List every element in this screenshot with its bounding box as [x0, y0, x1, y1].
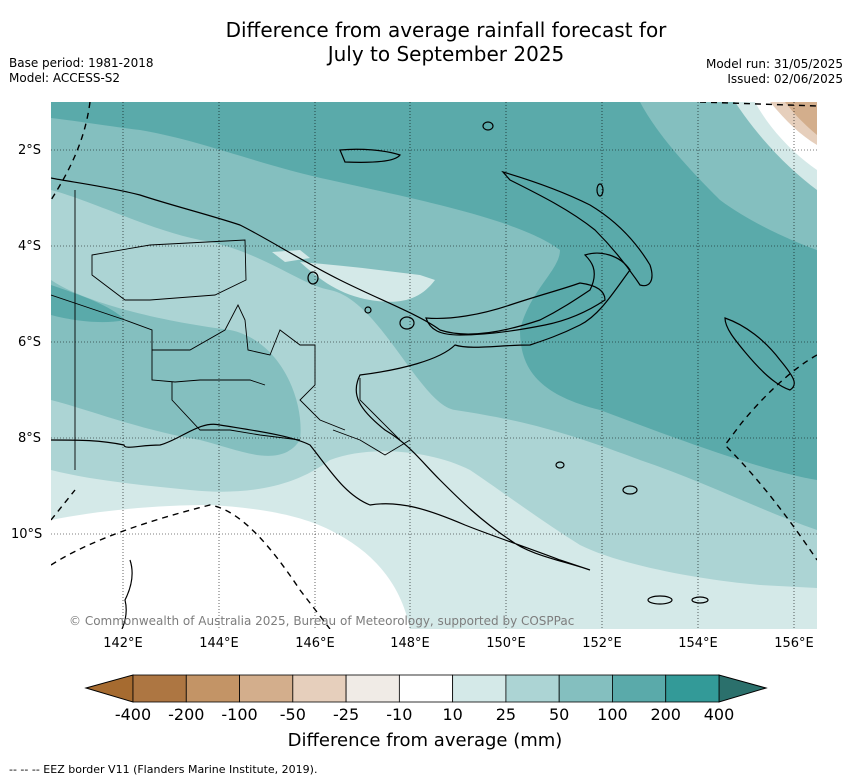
rainfall-anomaly-map	[51, 102, 817, 629]
title-line-2: July to September 2025	[327, 42, 565, 66]
colorbar-tick-label: -400	[114, 705, 152, 724]
colorbar-swatch	[239, 674, 294, 703]
coastlines	[51, 121, 795, 629]
lon-tick-label: 142°E	[103, 636, 143, 651]
colorbar-tick-label: -50	[279, 705, 306, 724]
lat-tick-label: 10°S	[11, 527, 43, 542]
meta-left: Base period: 1981-2018 Model: ACCESS-S2	[9, 56, 154, 86]
band-neutral	[51, 505, 410, 629]
lon-tick-label: 148°E	[390, 636, 430, 651]
band-100-200-west	[51, 285, 125, 323]
colorbar-tick-label: 25	[495, 705, 517, 724]
lon-tick-label: 144°E	[199, 636, 239, 651]
colorbar	[84, 674, 768, 703]
eez-border	[51, 102, 817, 629]
colorbar-swatch	[185, 674, 240, 703]
colorbar-label: Difference from average (mm)	[287, 730, 563, 751]
lon-tick-label: 156°E	[774, 636, 814, 651]
colorbar-tick-label: 100	[597, 705, 628, 724]
band-10-25-interior	[300, 262, 435, 302]
issued-date: Issued: 02/06/2025	[727, 72, 843, 86]
colorbar-swatch	[132, 674, 187, 703]
colorbar-high-arrow	[718, 674, 768, 703]
borders	[51, 190, 411, 470]
colorbar-swatch	[665, 674, 720, 703]
band-corner-4	[785, 102, 817, 135]
colorbar-tick-label: -25	[333, 705, 360, 724]
colorbar-swatch	[505, 674, 560, 703]
colorbar-tick-label: -200	[168, 705, 205, 724]
lon-tick-label: 146°E	[295, 636, 335, 651]
eez-note: -- -- -- EEZ border V11 (Flanders Marine…	[9, 763, 318, 776]
lon-tick-label: 152°E	[582, 636, 622, 651]
colorbar-swatch	[452, 674, 507, 703]
colorbar-boxes	[132, 674, 720, 703]
lon-tick-label: 154°E	[678, 636, 718, 651]
colorbar-swatch	[292, 674, 347, 703]
colorbar-tick-label: 10	[442, 705, 463, 724]
band-50-100-west	[51, 280, 301, 456]
graticule	[51, 102, 817, 629]
lat-tick-label: 2°S	[18, 143, 42, 158]
lat-tick-label: 8°S	[18, 431, 42, 446]
base-period: Base period: 1981-2018	[9, 56, 154, 70]
chart-title: Difference from average rainfall forecas…	[0, 18, 850, 66]
lat-tick-label: 6°S	[18, 335, 42, 350]
colorbar-swatch	[612, 674, 667, 703]
colorbar-tick-label: -10	[386, 705, 413, 724]
colorbar-tick-label: 400	[703, 705, 735, 724]
model-name: Model: ACCESS-S2	[9, 71, 121, 85]
colorbar-tick-label: -100	[221, 705, 258, 724]
meta-right: Model run: 31/05/2025 Issued: 02/06/2025	[706, 57, 843, 87]
model-run: Model run: 31/05/2025	[705, 57, 843, 71]
colorbar-low-arrow	[84, 674, 134, 703]
colorbar-swatch	[558, 674, 613, 703]
lat-tick-label: 4°S	[18, 239, 42, 254]
band-100-200	[51, 102, 817, 480]
copyright-notice: © Commonwealth of Australia 2025, Bureau…	[69, 614, 575, 628]
colorbar-swatch	[345, 674, 400, 703]
colorbar-swatch	[398, 674, 454, 703]
lon-tick-label: 150°E	[486, 636, 526, 651]
colorbar-tick-label: 200	[650, 705, 681, 724]
title-line-1: Difference from average rainfall forecas…	[225, 18, 667, 42]
colorbar-tick-label: 50	[548, 705, 570, 724]
